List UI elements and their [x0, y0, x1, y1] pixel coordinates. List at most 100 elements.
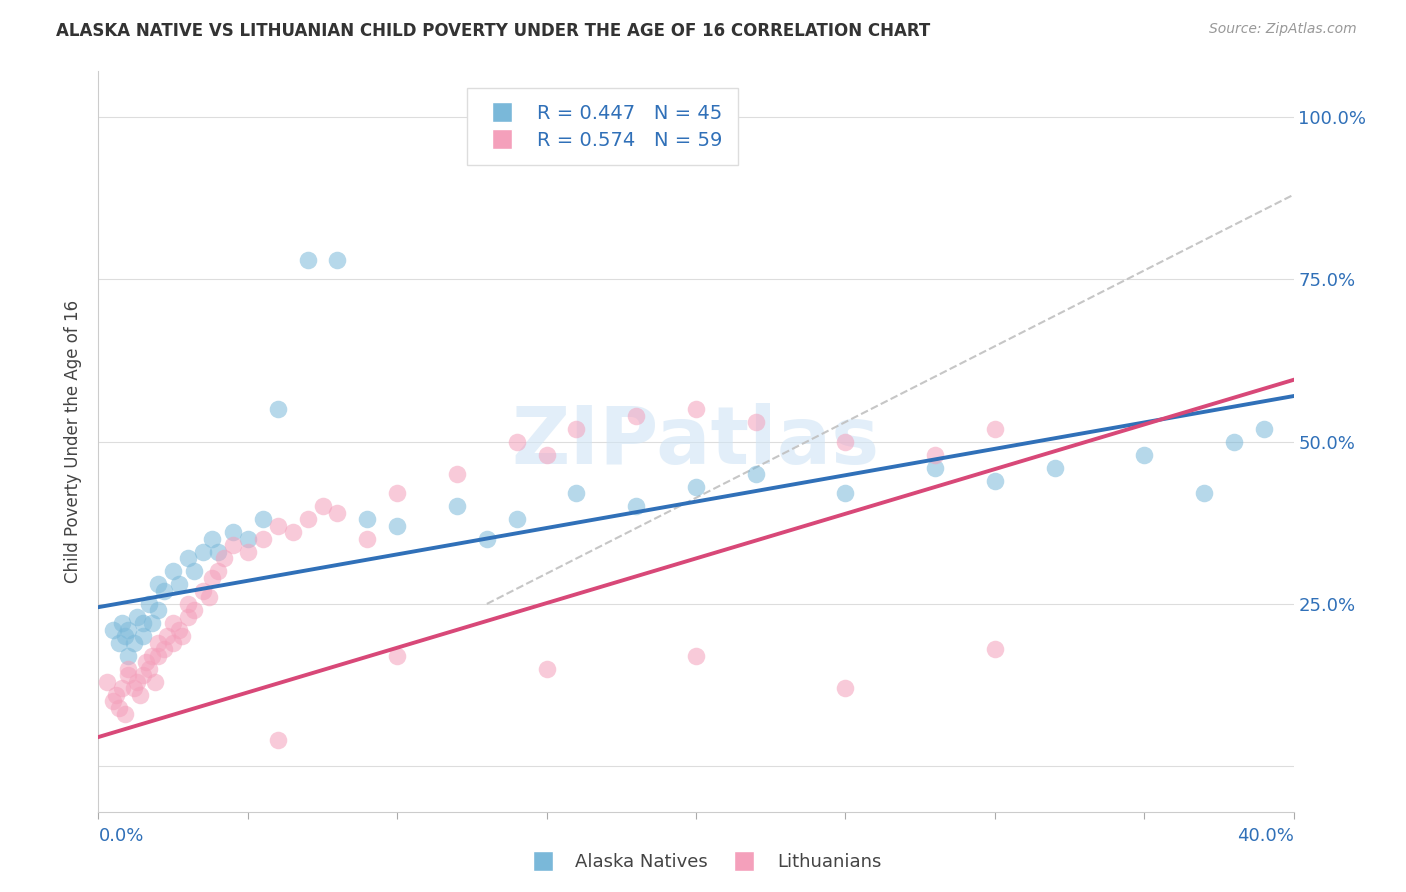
Point: [191, 545, 214, 559]
Point: [385, 486, 409, 500]
Point: [148, 603, 170, 617]
Point: [177, 551, 200, 566]
Point: [212, 551, 235, 566]
Point: [326, 506, 349, 520]
Point: [252, 512, 274, 526]
Point: [924, 460, 946, 475]
Point: [311, 500, 333, 514]
Point: [132, 616, 155, 631]
Point: [148, 577, 170, 591]
Point: [153, 583, 176, 598]
Point: [143, 674, 166, 689]
Point: [111, 681, 134, 696]
Point: [252, 532, 274, 546]
Point: [1223, 434, 1246, 449]
Point: [281, 525, 304, 540]
Point: [103, 694, 125, 708]
Point: [1253, 421, 1275, 435]
Point: [565, 421, 588, 435]
Point: [745, 415, 768, 429]
Point: [297, 512, 319, 526]
Point: [297, 252, 319, 267]
Point: [745, 467, 768, 481]
Point: [153, 642, 176, 657]
Point: [183, 603, 205, 617]
Point: [117, 662, 139, 676]
Point: [117, 648, 139, 663]
Point: [132, 668, 155, 682]
Text: Source: ZipAtlas.com: Source: ZipAtlas.com: [1209, 22, 1357, 37]
Text: ALASKA NATIVE VS LITHUANIAN CHILD POVERTY UNDER THE AGE OF 16 CORRELATION CHART: ALASKA NATIVE VS LITHUANIAN CHILD POVERT…: [56, 22, 931, 40]
Point: [167, 577, 190, 591]
Point: [111, 616, 134, 631]
Text: ZIPatlas: ZIPatlas: [512, 402, 880, 481]
Point: [626, 409, 648, 423]
Point: [446, 467, 468, 481]
Point: [984, 642, 1007, 657]
Legend: Alaska Natives, Lithuanians: Alaska Natives, Lithuanians: [517, 847, 889, 879]
Point: [222, 538, 245, 552]
Point: [356, 512, 378, 526]
Point: [108, 636, 131, 650]
Point: [984, 474, 1007, 488]
Point: [685, 648, 707, 663]
Legend: R = 0.447   N = 45, R = 0.574   N = 59: R = 0.447 N = 45, R = 0.574 N = 59: [467, 88, 738, 165]
Point: [984, 421, 1007, 435]
Point: [506, 434, 529, 449]
Text: 40.0%: 40.0%: [1237, 827, 1294, 845]
Point: [446, 500, 468, 514]
Point: [191, 583, 214, 598]
Point: [148, 648, 170, 663]
Point: [201, 532, 224, 546]
Point: [172, 629, 194, 643]
Point: [141, 616, 163, 631]
Point: [236, 532, 259, 546]
Point: [1133, 448, 1156, 462]
Point: [207, 565, 229, 579]
Point: [236, 545, 259, 559]
Y-axis label: Child Poverty Under the Age of 16: Child Poverty Under the Age of 16: [65, 300, 83, 583]
Point: [127, 674, 149, 689]
Point: [148, 636, 170, 650]
Point: [834, 681, 856, 696]
Point: [506, 512, 529, 526]
Point: [132, 629, 155, 643]
Point: [626, 500, 648, 514]
Point: [565, 486, 588, 500]
Point: [138, 662, 160, 676]
Point: [1192, 486, 1215, 500]
Point: [108, 701, 131, 715]
Point: [356, 532, 378, 546]
Point: [201, 571, 224, 585]
Point: [117, 623, 139, 637]
Point: [156, 629, 179, 643]
Point: [124, 636, 146, 650]
Point: [222, 525, 245, 540]
Point: [536, 662, 558, 676]
Point: [267, 402, 290, 417]
Point: [536, 448, 558, 462]
Point: [207, 545, 229, 559]
Point: [135, 656, 157, 670]
Point: [1043, 460, 1066, 475]
Point: [267, 733, 290, 747]
Point: [385, 519, 409, 533]
Point: [167, 623, 190, 637]
Point: [198, 591, 221, 605]
Point: [834, 486, 856, 500]
Text: 0.0%: 0.0%: [98, 827, 143, 845]
Point: [177, 610, 200, 624]
Point: [96, 674, 118, 689]
Point: [129, 688, 152, 702]
Point: [162, 636, 184, 650]
Point: [138, 597, 160, 611]
Point: [685, 480, 707, 494]
Point: [385, 648, 409, 663]
Point: [924, 448, 946, 462]
Point: [177, 597, 200, 611]
Point: [114, 629, 136, 643]
Point: [105, 688, 128, 702]
Point: [127, 610, 149, 624]
Point: [267, 519, 290, 533]
Point: [124, 681, 146, 696]
